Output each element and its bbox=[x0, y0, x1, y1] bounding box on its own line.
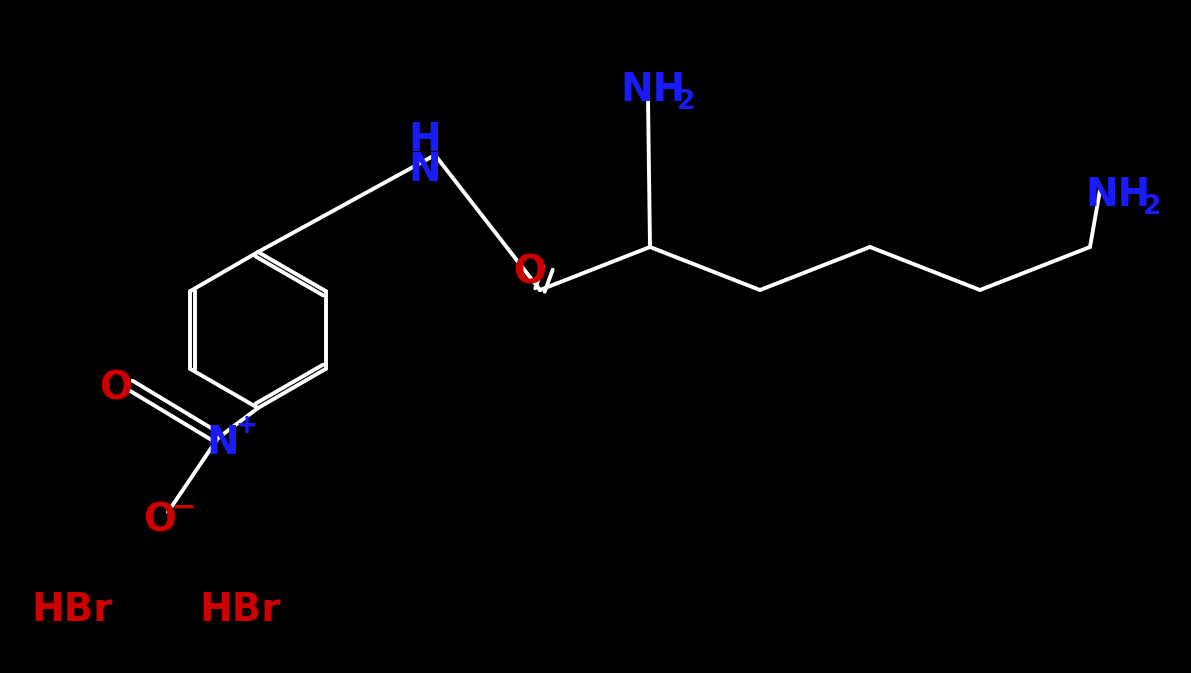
Text: O: O bbox=[143, 501, 176, 539]
Text: H: H bbox=[409, 121, 442, 159]
Text: HBr: HBr bbox=[199, 591, 281, 629]
Text: −: − bbox=[172, 494, 197, 522]
Text: O: O bbox=[513, 254, 547, 292]
Text: N: N bbox=[409, 151, 442, 189]
Text: 2: 2 bbox=[676, 89, 696, 115]
Text: HBr: HBr bbox=[31, 591, 113, 629]
Text: NH: NH bbox=[621, 71, 686, 109]
Text: N: N bbox=[207, 424, 239, 462]
Text: 2: 2 bbox=[1143, 194, 1161, 220]
Text: O: O bbox=[100, 369, 132, 407]
Text: +: + bbox=[235, 413, 257, 439]
Text: NH: NH bbox=[1085, 176, 1151, 214]
